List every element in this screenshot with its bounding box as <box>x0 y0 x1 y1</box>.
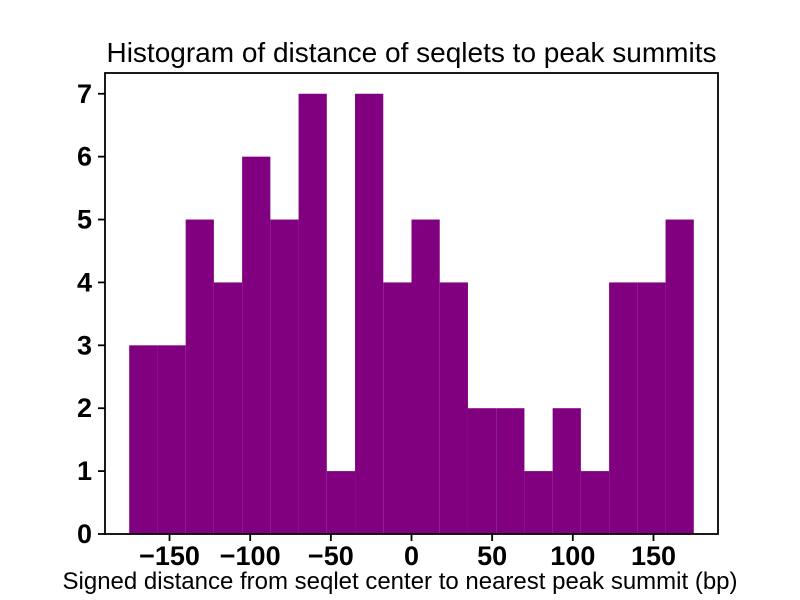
histogram-bar <box>496 408 525 534</box>
histogram-bar <box>270 219 299 534</box>
histogram-bar <box>439 282 468 534</box>
y-tick-label: 7 <box>77 79 92 109</box>
histogram-bar <box>157 345 186 534</box>
y-tick-label: 2 <box>77 393 92 423</box>
x-axis-ticks: −150 −100 −50 0 50 100 150 <box>139 534 676 571</box>
histogram-bar <box>383 282 412 534</box>
histogram-bar <box>552 408 581 534</box>
x-tick-label: 50 <box>477 541 507 571</box>
y-tick-label: 6 <box>77 142 92 172</box>
chart-title: Histogram of distance of seqlets to peak… <box>106 37 716 68</box>
y-axis-ticks: 0 1 2 3 4 5 6 7 <box>77 79 105 549</box>
histogram-bar <box>580 471 610 534</box>
y-tick-label: 1 <box>77 456 92 486</box>
x-tick-label: −150 <box>139 541 200 571</box>
x-axis-label: Signed distance from seqlet center to ne… <box>63 568 738 595</box>
histogram-bar <box>665 219 694 534</box>
histogram-bar <box>524 471 553 534</box>
histogram-bar <box>129 345 158 534</box>
histogram-bar <box>242 156 271 534</box>
histogram-bar <box>467 408 497 534</box>
x-tick-label: 150 <box>631 541 676 571</box>
y-tick-label: 5 <box>77 205 92 235</box>
histogram-bar <box>185 219 214 534</box>
histogram-bar <box>326 471 356 534</box>
histogram-bar <box>298 93 327 535</box>
x-tick-label: −50 <box>308 541 354 571</box>
x-tick-label: 100 <box>550 541 595 571</box>
histogram-bar <box>355 93 384 535</box>
histogram-bar <box>609 282 638 534</box>
histogram-bar <box>213 282 243 534</box>
y-tick-label: 4 <box>77 267 92 297</box>
histogram-bar <box>637 282 666 534</box>
y-tick-label: 0 <box>77 519 92 549</box>
x-tick-label: −100 <box>220 541 281 571</box>
x-tick-label: 0 <box>404 541 419 571</box>
histogram-bar <box>411 219 440 534</box>
histogram-bars-group <box>129 93 694 535</box>
y-tick-label: 3 <box>77 330 92 360</box>
